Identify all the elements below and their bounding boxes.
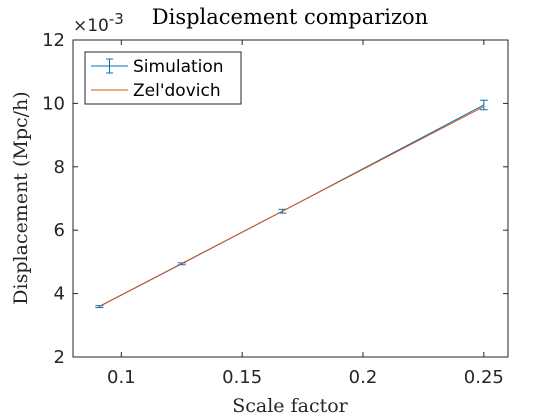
- error-bar: [479, 99, 488, 111]
- y-multiplier-label: ×10-3: [73, 10, 124, 36]
- y-tick-label: 2: [54, 347, 65, 368]
- chart-title: Displacement comparizon: [152, 5, 428, 29]
- y-tick-label: 10: [42, 93, 65, 114]
- y-multiplier-base: ×10: [73, 16, 109, 36]
- x-tick-label: 0.15: [222, 367, 262, 388]
- legend-marker-simulation: [91, 58, 128, 74]
- x-axis-label: Scale factor: [232, 395, 348, 417]
- x-tick-label: 0.1: [107, 367, 136, 388]
- y-tick-label: 12: [42, 30, 65, 51]
- y-axis-label: Displacement (Mpc/h): [10, 91, 32, 304]
- y-tick-label: 8: [54, 157, 65, 178]
- y-tick-label: 6: [54, 220, 65, 241]
- x-tick-label: 0.25: [464, 367, 504, 388]
- legend-label-zeldovich: Zel'dovich: [133, 81, 221, 101]
- y-multiplier-exponent: -3: [109, 10, 124, 28]
- series-layer: [95, 99, 488, 309]
- series-line-zeldovich: [99, 106, 485, 307]
- legend-label-simulation: Simulation: [133, 57, 224, 77]
- legend-box: [84, 51, 242, 105]
- y-tick-label: 4: [54, 284, 65, 305]
- axis-ticks: [73, 39, 508, 358]
- legend: Simulation Zel'dovich: [84, 51, 242, 105]
- x-tick-label: 0.2: [349, 367, 378, 388]
- tick-labels: 0.1 0.15 0.2 0.25 2 4 6 8 10 12: [42, 30, 504, 388]
